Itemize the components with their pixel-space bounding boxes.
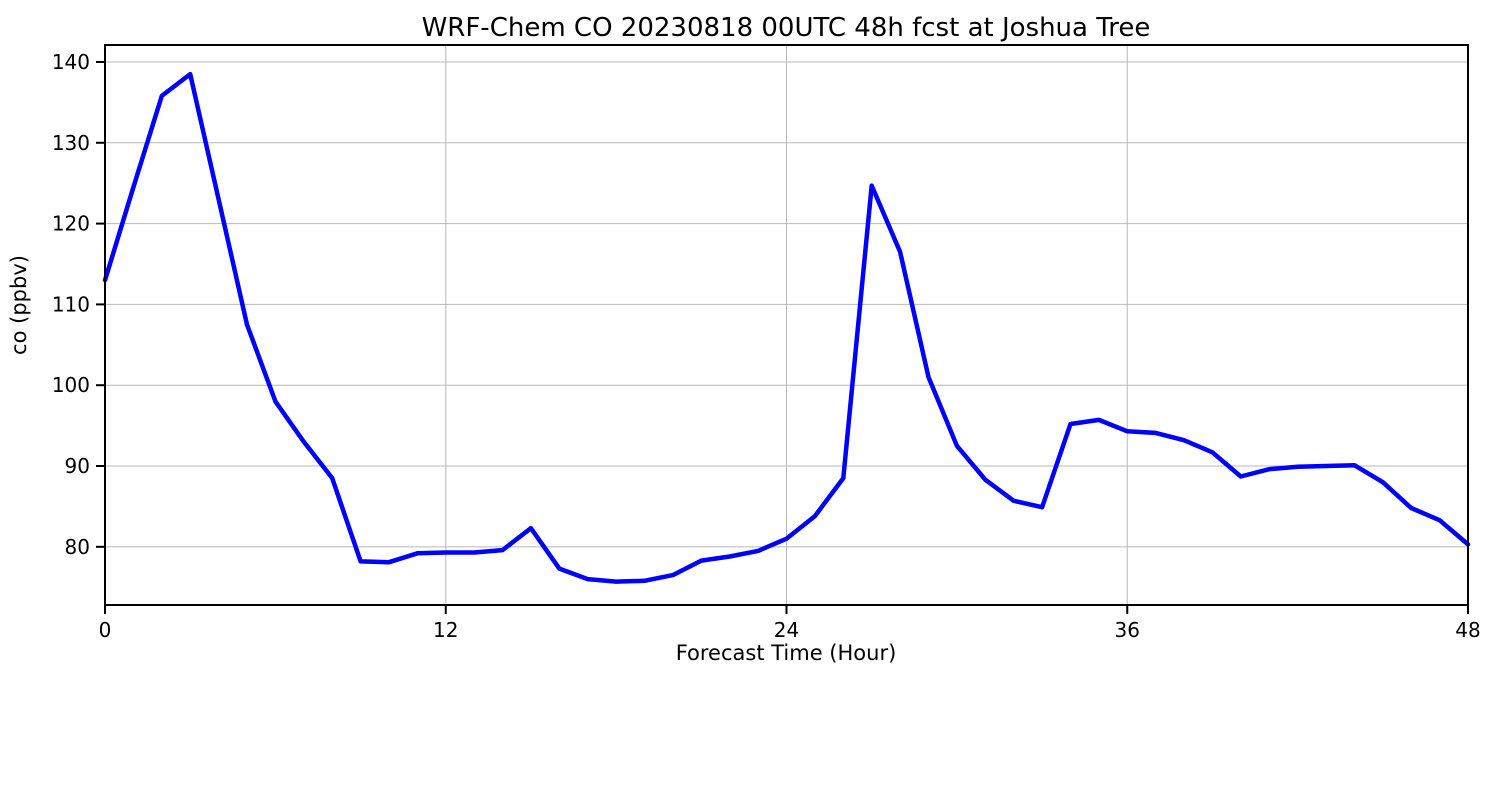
y-tick-label: 130 <box>52 131 90 155</box>
y-tick-label: 90 <box>65 454 90 478</box>
chart-title: WRF-Chem CO 20230818 00UTC 48h fcst at J… <box>422 13 1151 43</box>
x-tick-label: 24 <box>774 618 799 642</box>
x-tick-label: 0 <box>99 618 112 642</box>
y-tick-label: 80 <box>65 535 90 559</box>
x-tick-label: 48 <box>1455 618 1480 642</box>
y-axis-label: co (ppbv) <box>7 255 31 355</box>
axis-ticks: 0 12 24 36 48 80 90 100 110 120 130 140 <box>52 50 1481 642</box>
x-axis-label: Forecast Time (Hour) <box>676 641 897 665</box>
x-tick-label: 36 <box>1115 618 1140 642</box>
y-tick-label: 120 <box>52 212 90 236</box>
y-tick-label: 110 <box>52 292 90 316</box>
x-tick-label: 12 <box>433 618 458 642</box>
grid-lines <box>104 45 1469 605</box>
y-tick-label: 100 <box>52 373 90 397</box>
y-tick-label: 140 <box>52 50 90 74</box>
co-line <box>102 71 1471 584</box>
